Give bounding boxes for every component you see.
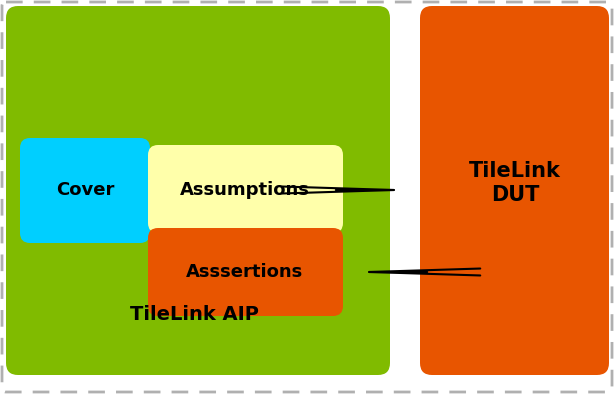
Text: Asssertions: Asssertions [187,263,304,281]
FancyBboxPatch shape [148,145,343,233]
Text: TileLink AIP: TileLink AIP [130,305,259,325]
Text: Cover: Cover [56,181,114,199]
FancyBboxPatch shape [420,6,609,375]
FancyBboxPatch shape [148,228,343,316]
FancyBboxPatch shape [6,6,390,375]
FancyBboxPatch shape [20,138,150,243]
Text: TileLink
DUT: TileLink DUT [469,162,561,204]
Text: Assumptions: Assumptions [180,181,310,199]
